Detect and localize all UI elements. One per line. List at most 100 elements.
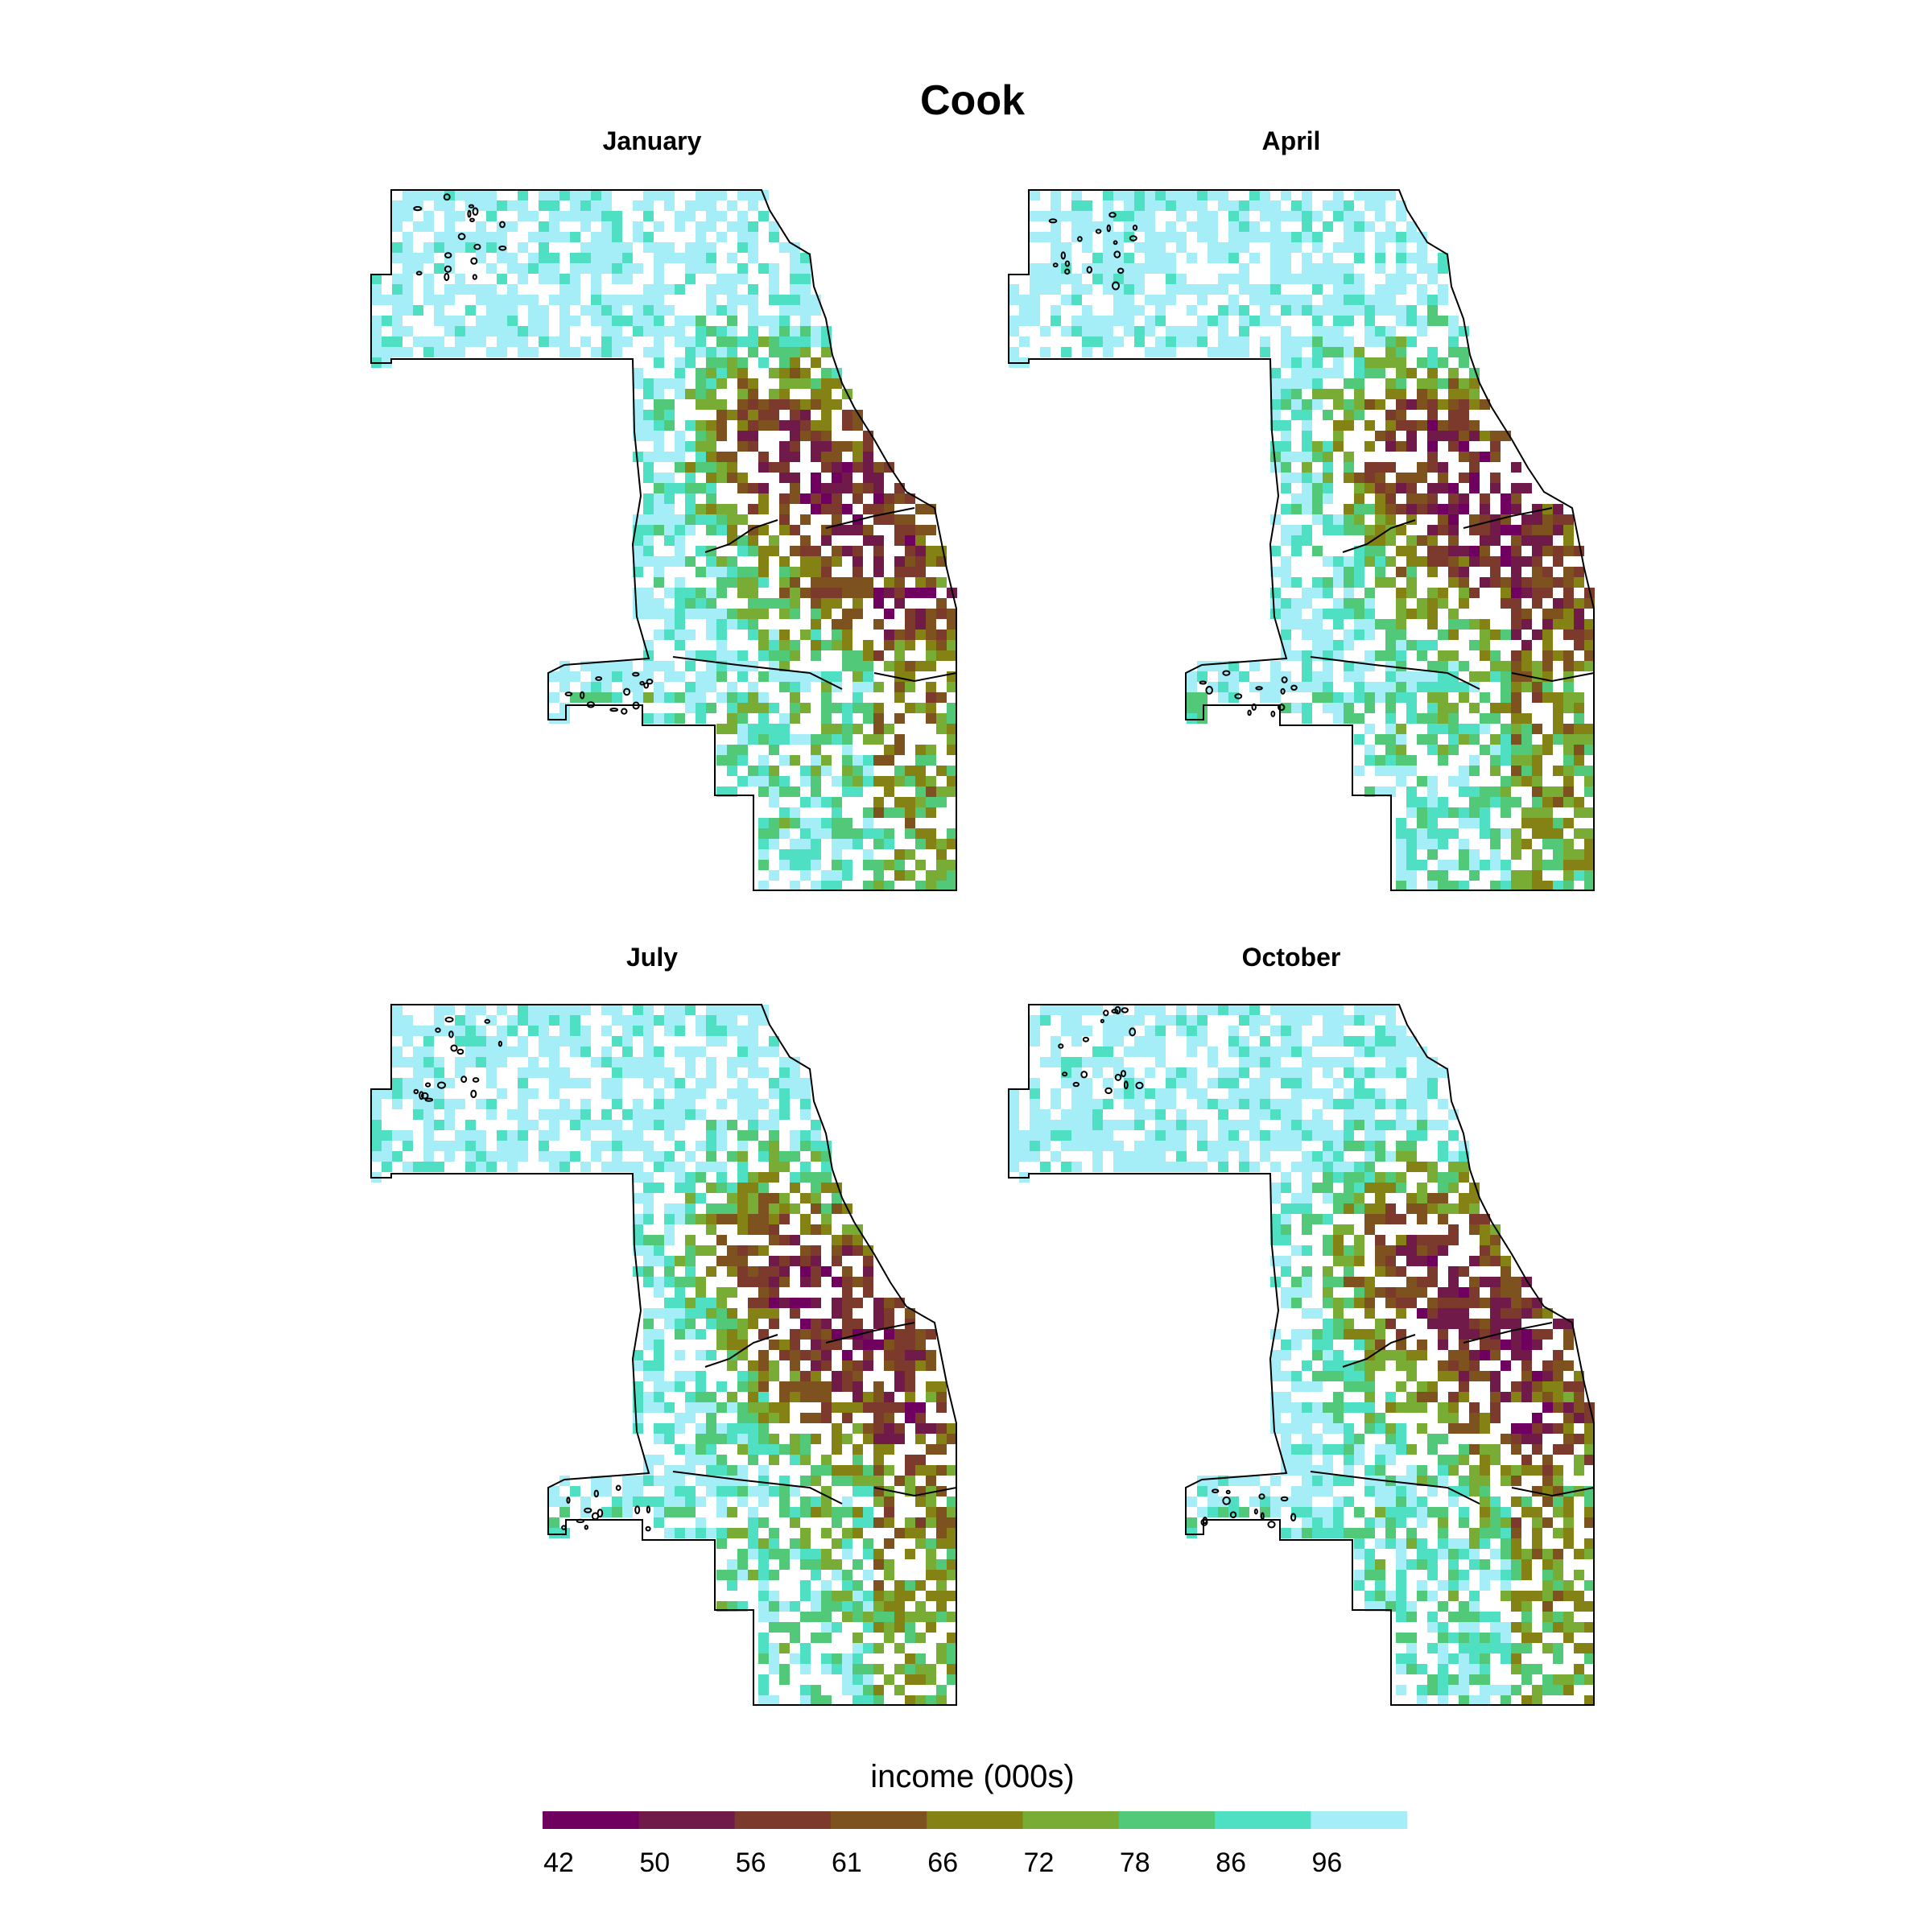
income-cell — [675, 588, 685, 598]
income-cell — [1333, 420, 1344, 431]
income-cell — [947, 1674, 957, 1685]
income-cell — [1270, 692, 1281, 703]
income-cell — [842, 1402, 852, 1413]
income-cell — [1249, 253, 1260, 263]
income-cell — [1427, 786, 1438, 797]
income-cell — [1406, 1120, 1417, 1130]
income-cell — [821, 483, 832, 493]
income-cell — [539, 200, 549, 211]
income-cell — [1354, 609, 1364, 619]
income-cell — [790, 431, 800, 441]
income-cell — [1354, 1245, 1364, 1256]
income-cell — [716, 671, 727, 682]
income-cell — [905, 1360, 915, 1371]
income-cell — [727, 221, 737, 232]
income-cell — [905, 609, 915, 619]
income-cell — [1490, 734, 1501, 745]
lake-outline — [1086, 266, 1093, 274]
income-cell — [716, 1601, 727, 1612]
income-cell — [1480, 399, 1490, 410]
income-cell — [1584, 828, 1595, 839]
income-cell — [758, 1360, 769, 1371]
income-cell — [1542, 786, 1553, 797]
income-cell — [1281, 420, 1291, 431]
income-cell — [1542, 745, 1553, 755]
income-cell — [1563, 755, 1574, 766]
income-cell — [800, 347, 811, 357]
income-cell — [1051, 1036, 1061, 1046]
income-cell — [1103, 253, 1113, 263]
income-cell — [852, 1360, 863, 1371]
income-cell — [1323, 1067, 1333, 1078]
income-cell — [1333, 399, 1344, 410]
income-cell — [936, 1591, 947, 1601]
income-cell — [633, 1130, 643, 1141]
income-cell — [737, 1496, 748, 1507]
income-cell — [1364, 1371, 1375, 1381]
income-cell — [654, 483, 664, 493]
income-cell — [1427, 504, 1438, 514]
income-cell — [769, 1308, 779, 1319]
income-cell — [1145, 253, 1155, 263]
income-cell — [1302, 661, 1312, 671]
income-cell — [915, 556, 926, 567]
income-cell — [1427, 1193, 1438, 1203]
income-cell — [1396, 870, 1406, 881]
income-cell — [1333, 1141, 1344, 1151]
income-cell — [779, 1193, 790, 1203]
income-cell — [706, 368, 716, 378]
income-cell — [748, 1277, 758, 1287]
income-cell — [1364, 619, 1375, 630]
income-cell — [779, 441, 790, 452]
income-cell — [664, 483, 675, 493]
income-cell — [842, 1224, 852, 1235]
income-cell — [1375, 504, 1385, 514]
income-cell — [832, 1298, 842, 1308]
income-cell — [1344, 1444, 1354, 1455]
income-cell — [622, 1046, 633, 1057]
income-cell — [1092, 1141, 1103, 1151]
income-cell — [664, 1465, 675, 1476]
income-cell — [643, 514, 654, 525]
income-cell — [1187, 682, 1197, 692]
income-cell — [1511, 1329, 1521, 1340]
income-cell — [1344, 462, 1354, 473]
income-cell — [1417, 357, 1427, 368]
income-cell — [675, 1423, 685, 1434]
income-cell — [1563, 745, 1574, 755]
income-cell — [643, 389, 654, 399]
income-cell — [402, 211, 413, 221]
income-cell — [1333, 1130, 1344, 1141]
income-cell — [842, 640, 852, 650]
income-cell — [1145, 1109, 1155, 1120]
income-cell — [790, 420, 800, 431]
income-cell — [1385, 755, 1396, 766]
income-cell — [821, 881, 832, 891]
income-cell — [1145, 347, 1155, 357]
income-cell — [1281, 441, 1291, 452]
income-cell — [612, 305, 622, 316]
income-cell — [737, 1266, 748, 1277]
income-cell — [580, 1162, 591, 1172]
income-cell — [591, 284, 601, 295]
income-cell — [518, 1099, 528, 1109]
income-cell — [1291, 399, 1302, 410]
income-cell — [832, 598, 842, 609]
income-cell — [1187, 1026, 1197, 1036]
income-cell — [1532, 828, 1542, 839]
income-cell — [1197, 190, 1208, 200]
income-cell — [633, 1026, 643, 1036]
income-cell — [1291, 274, 1302, 284]
income-cell — [1302, 1465, 1312, 1476]
lake-outline — [424, 1097, 434, 1102]
income-cell — [1333, 514, 1344, 525]
income-cell — [1364, 661, 1375, 671]
income-cell — [1302, 703, 1312, 713]
income-cell — [664, 692, 675, 703]
income-cell — [779, 849, 790, 860]
income-cell — [1239, 263, 1249, 274]
income-cell — [842, 1245, 852, 1256]
income-cell — [748, 1381, 758, 1392]
income-cell — [915, 1601, 926, 1612]
income-cell — [1270, 567, 1281, 577]
